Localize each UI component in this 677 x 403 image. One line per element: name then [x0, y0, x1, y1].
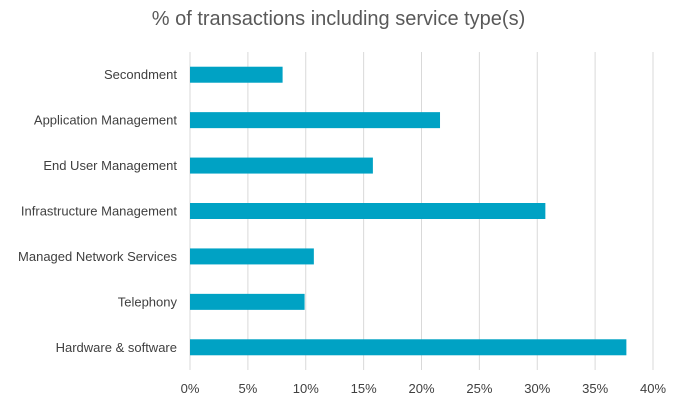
category-label: Secondment: [104, 67, 177, 82]
bar: [190, 66, 283, 83]
x-tick-label: 30%: [524, 381, 550, 396]
bar: [190, 293, 305, 310]
x-tick-label: 20%: [408, 381, 434, 396]
x-tick-label: 40%: [640, 381, 666, 396]
x-tick-label: 0%: [181, 381, 200, 396]
category-label: End User Management: [43, 158, 177, 173]
category-label: Managed Network Services: [18, 249, 177, 264]
category-label: Hardware & software: [56, 340, 177, 355]
x-tick-label: 25%: [466, 381, 492, 396]
x-tick-label: 5%: [238, 381, 257, 396]
category-label: Infrastructure Management: [21, 204, 177, 219]
category-label: Telephony: [118, 294, 178, 309]
bar: [190, 248, 314, 265]
chart-title: % of transactions including service type…: [151, 8, 526, 30]
x-tick-label: 35%: [582, 381, 608, 396]
x-tick-label: 10%: [293, 381, 319, 396]
bar: [190, 157, 373, 174]
x-tick-label: 15%: [351, 381, 377, 396]
bar: [190, 339, 627, 356]
bar: [190, 112, 441, 129]
category-label: Application Management: [34, 113, 177, 128]
bar: [190, 203, 546, 219]
